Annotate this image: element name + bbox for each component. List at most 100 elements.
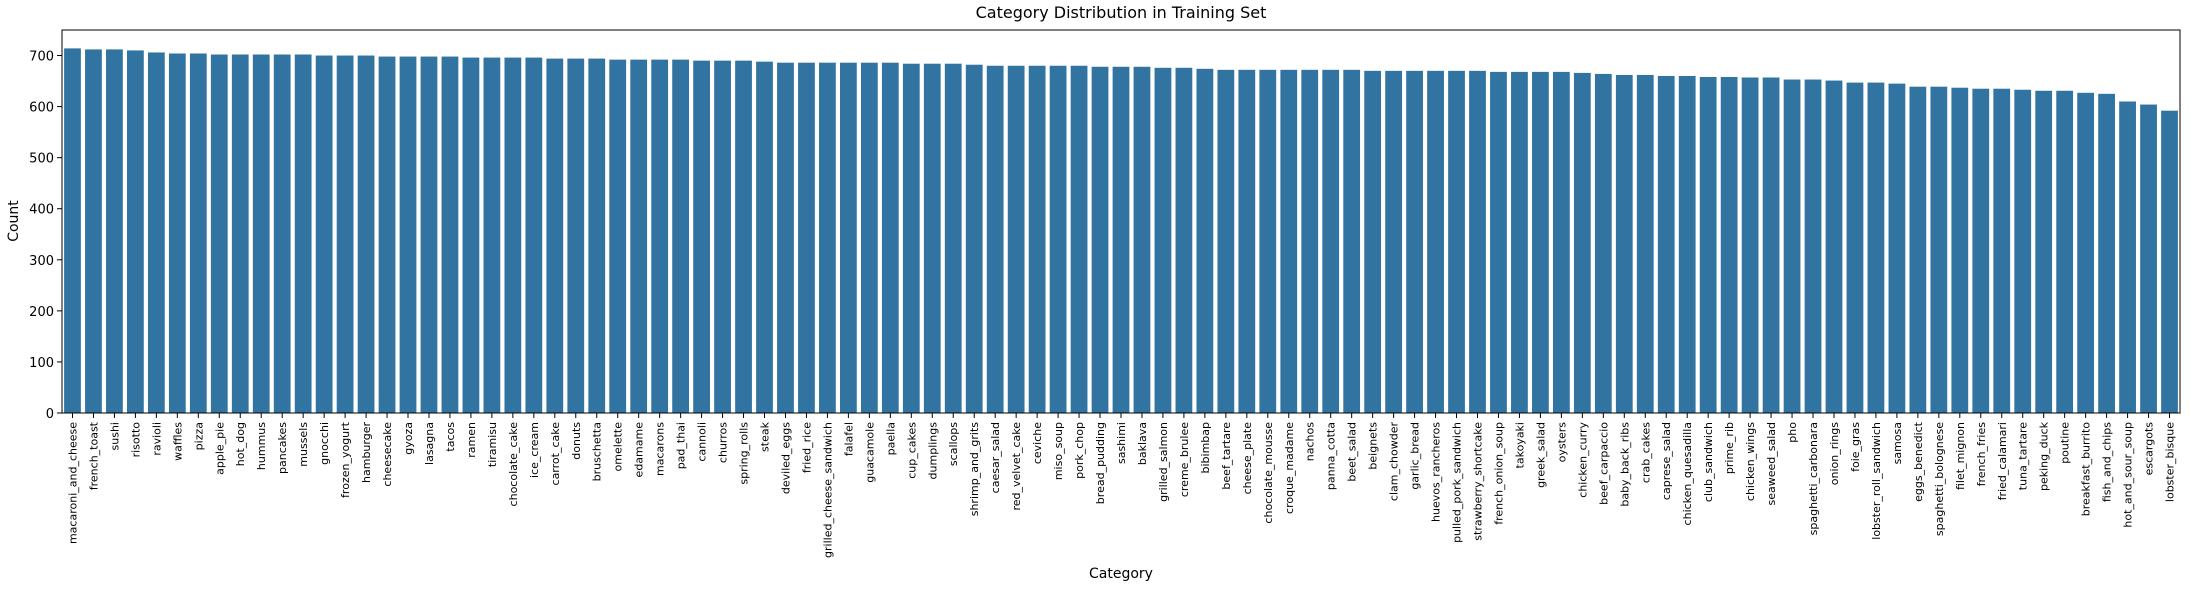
bar-foie_gras [1846,82,1864,413]
bar-tuna_tartare [2014,89,2032,414]
x-tick-label: pizza [192,422,205,450]
x-tick-label: oysters [1555,422,1568,463]
bar-bibimbap [1196,68,1214,413]
bar-lasagna [420,56,438,414]
bar-chocolate_cake [504,57,522,414]
bar-croque_madame [1280,69,1298,413]
x-tick-label: macaroni_and_cheese [66,422,79,544]
bar-shrimp_and_grits [965,64,983,413]
bar-scallops [944,63,962,413]
bar-ramen [462,57,480,414]
bar-garlic_bread [1406,70,1423,413]
x-tick-label: scallops [947,422,960,466]
y-axis: 0 100 200 300 400 500 600 700 [29,50,62,422]
bar-cheese_plate [1238,69,1256,413]
bar-chicken_curry [1573,72,1591,414]
x-tick-label: fish_and_chips [2101,422,2114,502]
bar-chocolate_mousse [1259,69,1277,413]
x-tick-label: beef_tartare [1220,422,1233,490]
x-tick-label: takoyaki [1513,422,1526,468]
bar-falafel [839,62,857,413]
x-tick-label: greek_salad [1534,422,1547,488]
x-tick-label: fried_rice [800,422,813,473]
bar-gnocchi [315,55,333,414]
bar-onion_rings [1825,80,1843,413]
plot-frame [61,29,2181,414]
x-tick-label: prime_rib [1723,422,1736,474]
x-tick-label: ramen [465,422,478,458]
bar-caesar_salad [986,65,1004,413]
x-tick-label: escargots [2143,422,2156,476]
bar-lobster_roll_sandwich [1867,82,1885,413]
bar-tiramisu [483,57,501,414]
x-tick-label: churros [717,422,730,463]
bar-churros [714,60,731,413]
bar-paella [881,62,899,413]
bar-poutine [2056,90,2074,413]
bar-pad_thai [672,59,690,414]
y-tick-label: 600 [29,101,54,116]
y-tick-label: 100 [29,356,54,371]
x-tick-label: hot_and_sour_soup [2122,422,2135,528]
x-tick-label: sushi [108,422,121,450]
bar-samosa [1888,83,1906,414]
x-tick-label: hot_dog [234,422,247,466]
bar-ceviche [1028,65,1046,413]
bar-pho [1783,79,1801,413]
bar-french_toast [85,49,102,413]
bar-greek_salad [1532,71,1549,413]
x-tick-label: guacamole [863,422,876,483]
bar-spring_rolls [735,60,752,413]
bar-hamburger [357,55,375,414]
bar-hummus [252,54,270,414]
x-tick-label: tacos [444,422,457,452]
x-tick-label: macarons [654,422,667,476]
bar-beef_carpaccio [1594,73,1612,414]
bar-spaghetti_bolognese [1930,86,1948,414]
bar-beignets [1364,70,1382,413]
bar-grilled_salmon [1154,67,1172,413]
x-tick-label: chocolate_cake [507,422,520,507]
x-tick-label: ceviche [1031,422,1044,464]
x-tick-label: garlic_bread [1409,422,1422,490]
bar-bread_pudding [1091,66,1109,413]
bar-nachos [1301,69,1319,413]
x-tick-label: miso_soup [1052,422,1065,480]
x-tick-label: pho [1786,422,1799,443]
bar-filet_mignon [1951,87,1969,414]
bars [64,48,2178,414]
x-tick-label: beef_carpaccio [1597,422,1610,505]
x-tick-label: peking_duck [2038,421,2051,491]
bar-pork_chop [1070,65,1088,413]
x-tick-label: hummus [255,422,268,470]
bar-macaroni_and_cheese [64,48,81,413]
x-tick-label: cheesecake [381,422,394,487]
x-tick-label: pancakes [276,422,289,474]
bar-pulled_pork_sandwich [1448,70,1465,413]
x-tick-label: caesar_salad [989,422,1002,493]
x-tick-label: gnocchi [318,422,331,465]
x-tick-label: nachos [1304,422,1317,461]
bar-hot_and_sour_soup [2119,101,2136,413]
y-tick-label: 700 [29,50,54,65]
bar-strawberry_shortcake [1469,70,1486,413]
bar-macarons [651,59,669,414]
bar-fried_rice [798,62,815,413]
x-tick-label: cup_cakes [905,422,918,479]
x-tick-label: tiramisu [486,422,499,467]
bar-eggs_benedict [1909,86,1927,414]
bar-deviled_eggs [777,62,794,413]
chart-title: Category Distribution in Training Set [976,3,1267,22]
bar-creme_brulee [1175,67,1193,413]
bar-chicken_quesadilla [1678,75,1696,414]
x-tick-label: eggs_benedict [1912,421,1925,502]
bar-pancakes [273,54,291,414]
x-tick-label: chicken_wings [1744,422,1757,501]
x-tick-label: lobster_bisque [2164,422,2177,502]
y-tick-label: 300 [29,254,54,269]
x-tick-label: frozen_yogurt [339,421,352,498]
bar-baklava [1133,66,1151,413]
x-tick-label: crab_cakes [1639,422,1652,483]
bar-steak [756,61,773,413]
bar-french_onion_soup [1490,71,1507,413]
